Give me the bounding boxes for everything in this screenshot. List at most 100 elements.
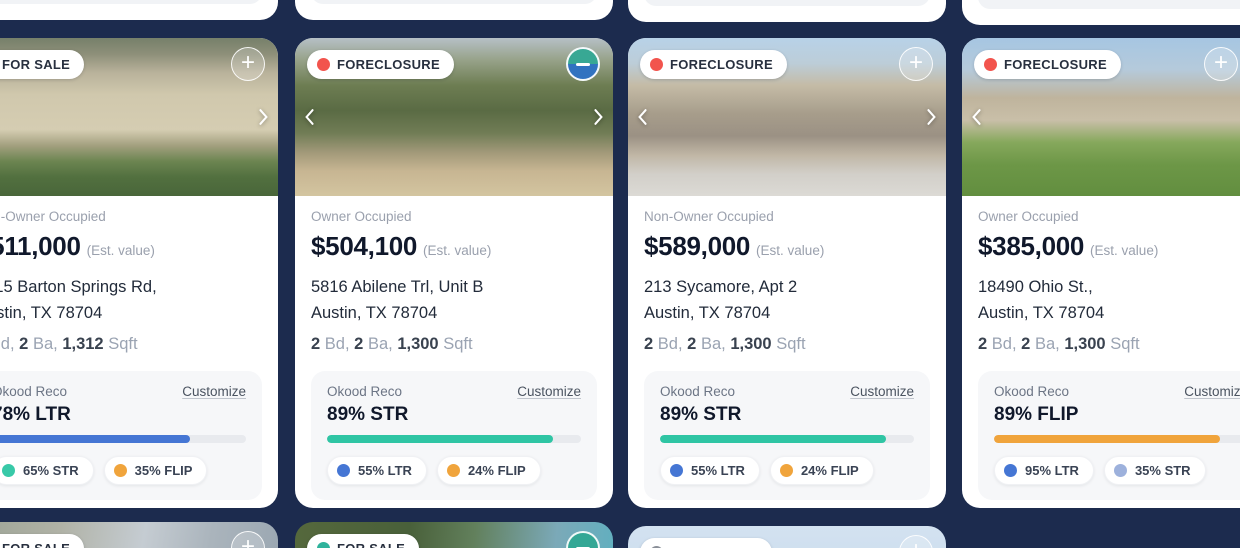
status-dot-icon — [650, 546, 663, 548]
address-line2: Austin, TX 78704 — [0, 304, 103, 322]
reco-panel-partial — [311, 0, 597, 4]
reco-pills: 95% LTR 35% STR — [994, 456, 1240, 485]
reco-panel: Okood Reco Customize 89% STR 55% LTR 24%… — [644, 371, 930, 500]
plus-icon: + — [909, 538, 923, 548]
reco-pill: 35% FLIP — [103, 456, 208, 485]
carousel-next-icon[interactable] — [923, 106, 939, 128]
pill-dot-icon — [1004, 464, 1017, 477]
property-specs: 2 Bd, 2 Ba, 1,300 Sqft — [644, 335, 806, 353]
remove-from-list-button[interactable] — [566, 47, 600, 81]
carousel-next-icon[interactable] — [255, 106, 271, 128]
address-line2: Austin, TX 78704 — [311, 304, 438, 322]
price-row: $511,000 (Est. value) — [0, 231, 262, 262]
status-label: FOR SALE — [337, 541, 405, 548]
reco-progress-track — [327, 435, 581, 443]
reco-panel: Okood Reco Customize 89% STR 55% LTR 24%… — [311, 371, 597, 500]
carousel-next-icon[interactable] — [590, 106, 606, 128]
reco-panel: Okood Reco Customize 89% FLIP 95% LTR 35… — [978, 371, 1240, 500]
pill-label: 55% LTR — [691, 463, 745, 478]
reco-pills: 55% LTR 24% FLIP — [660, 456, 914, 485]
carousel-prev-icon[interactable] — [302, 106, 318, 128]
status-label: OFF MARKET — [670, 545, 758, 548]
pill-label: 65% STR — [23, 463, 79, 478]
carousel-prev-icon[interactable] — [635, 106, 651, 128]
address-line2: Austin, TX 78704 — [644, 304, 771, 322]
reco-title: Okood Reco — [327, 384, 403, 399]
reco-pill: 55% LTR — [327, 456, 427, 485]
customize-link[interactable]: Customize — [850, 384, 914, 399]
address-line1: 18490 Ohio St., — [978, 278, 1093, 296]
property-card[interactable]: FORECLOSURE + Non-Owner Occupied $589,00… — [628, 38, 946, 508]
add-to-list-button[interactable]: + — [899, 47, 933, 81]
status-label: FOR SALE — [2, 541, 70, 548]
customize-link[interactable]: Customize — [1184, 384, 1240, 399]
price: $589,000 — [644, 231, 751, 261]
price: $385,000 — [978, 231, 1085, 261]
property-specs: 2 Bd, 2 Ba, 1,300 Sqft — [978, 335, 1140, 353]
reco-headline: 89% STR — [327, 404, 409, 425]
reco-progress-track — [660, 435, 914, 443]
reco-panel-partial — [978, 0, 1240, 9]
reco-panel-partial — [0, 0, 262, 4]
pill-label: 55% LTR — [358, 463, 412, 478]
customize-link[interactable]: Customize — [517, 384, 581, 399]
reco-title: Okood Reco — [0, 384, 68, 399]
pill-label: 35% STR — [1134, 463, 1191, 478]
status-badge: FORECLOSURE — [307, 50, 454, 79]
property-photo: FOR SALE + — [0, 38, 278, 196]
property-card[interactable]: FORECLOSURE + Owner Occupied $385,000 (E… — [962, 38, 1240, 508]
price-note: (Est. value) — [423, 243, 492, 258]
occupancy-label: Non-Owner Occupied — [644, 209, 774, 224]
plus-icon: + — [240, 48, 255, 76]
property-card[interactable]: FORECLOSURE Owner Occupied $504,100 (Est… — [295, 38, 613, 508]
pill-label: 24% FLIP — [800, 463, 859, 478]
property-card[interactable]: FOR SALE + Non-Owner Occupied $511,000 (… — [0, 38, 278, 508]
reco-progress-fill — [994, 435, 1221, 443]
property-details: Owner Occupied $385,000 (Est. value) 184… — [962, 196, 1240, 500]
price-row: $504,100 (Est. value) — [311, 231, 597, 262]
add-to-list-button[interactable]: + — [1204, 47, 1238, 81]
reco-pill: 24% FLIP — [436, 456, 541, 485]
reco-progress-track — [994, 435, 1240, 443]
occupancy-label: Owner Occupied — [978, 209, 1079, 224]
property-specs: 2 Bd, 2 Ba, 1,300 Sqft — [311, 335, 473, 353]
address-line1: 213 Sycamore, Apt 2 — [644, 278, 798, 296]
minus-icon — [576, 546, 590, 548]
remove-from-list-button[interactable] — [566, 531, 600, 548]
reco-progress-fill — [327, 435, 554, 443]
pill-dot-icon — [446, 464, 460, 477]
property-card-partial-top — [962, 0, 1240, 25]
pill-dot-icon — [779, 464, 793, 477]
pill-dot-icon — [2, 464, 15, 477]
status-label: FOR SALE — [2, 57, 71, 72]
address-line1: 5816 Abilene Trl, Unit B — [311, 278, 484, 296]
add-to-list-button[interactable]: + — [231, 47, 265, 81]
property-specs: 3 Bd, 2 Ba, 1,312 Sqft — [0, 335, 138, 353]
status-label: FORECLOSURE — [1004, 57, 1107, 72]
status-dot-icon — [317, 58, 330, 71]
property-card-partial-top — [295, 0, 613, 20]
status-badge: FORECLOSURE — [640, 50, 787, 79]
price-row: $385,000 (Est. value) — [978, 231, 1240, 262]
add-to-list-button[interactable]: + — [899, 535, 933, 548]
property-photo: FORECLOSURE — [295, 38, 613, 196]
property-card-partial-bottom[interactable]: OFF MARKET + — [628, 526, 946, 548]
reco-pill: 95% LTR — [994, 456, 1094, 485]
carousel-prev-icon[interactable] — [969, 106, 985, 128]
property-photo: FORECLOSURE + — [628, 38, 946, 196]
price-row: $589,000 (Est. value) — [644, 231, 930, 262]
property-card-partial-bottom[interactable]: FOR SALE + — [0, 522, 278, 548]
customize-link[interactable]: Customize — [182, 384, 246, 399]
reco-pills: 65% STR 35% FLIP — [0, 456, 246, 485]
property-photo: FORECLOSURE + — [962, 38, 1240, 196]
status-badge: FOR SALE — [307, 534, 420, 548]
property-card-partial-bottom[interactable]: FOR SALE — [295, 522, 613, 548]
reco-pill: 35% STR — [1103, 456, 1206, 485]
status-badge: FOR SALE — [0, 50, 85, 79]
reco-progress-fill — [0, 435, 191, 443]
status-badge: FOR SALE — [0, 534, 85, 548]
status-dot-icon — [984, 58, 997, 71]
pill-dot-icon — [1113, 464, 1127, 477]
add-to-list-button[interactable]: + — [231, 531, 265, 548]
address-line2: Austin, TX 78704 — [978, 304, 1105, 322]
